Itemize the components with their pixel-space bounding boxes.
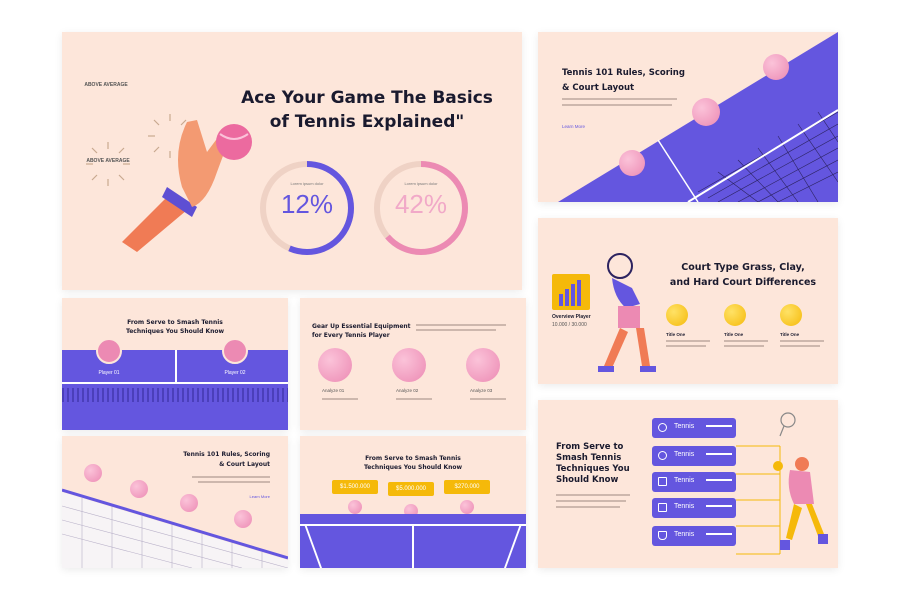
slide-prices[interactable]: From Serve to Smash Tennis Techniques Yo…: [300, 436, 526, 568]
price-tag: $5.000.000: [388, 482, 434, 496]
tennis-ball-icon: [130, 480, 148, 498]
slide-title: Tennis 101 Rules, Scoring & Court Layout: [183, 451, 270, 468]
tab-label: Tennis: [674, 423, 695, 430]
slide-techniques[interactable]: From Serve to Smash Tennis Techniques Yo…: [538, 400, 838, 568]
hand-holding-ball-icon: [122, 120, 252, 252]
tennis-ball-icon: [348, 500, 362, 514]
analyze-label: Analyze 01: [322, 388, 345, 393]
tennis-ball-icon: [392, 348, 426, 382]
avatar: [96, 338, 122, 364]
net-illustration: [62, 488, 288, 568]
player-label: Player 02: [224, 370, 246, 376]
tennis-ball-icon: [724, 304, 746, 326]
gauge-caption: Lorem ipsum dolor: [404, 181, 438, 186]
calendar-icon: [658, 503, 667, 512]
item-title: Title One: [724, 332, 744, 337]
slide-hero[interactable]: ABOVE AVERAGE ABOVE AVERAGE Ace Your Gam…: [62, 32, 522, 290]
badge-label: ABOVE AVERAGE: [84, 82, 128, 88]
tennis-ball-icon: [466, 348, 500, 382]
slide-rules-net[interactable]: Tennis 101 Rules, Scoring & Court Layout…: [62, 436, 288, 568]
slide-title: Gear Up Essential Equipment for Every Te…: [312, 323, 411, 339]
tennis-ball-icon: [318, 348, 352, 382]
overview-label: Overview Player: [552, 314, 591, 320]
tab-item[interactable]: Tennis: [652, 498, 736, 518]
slide-title: Ace Your Game The Basics of Tennis Expla…: [241, 88, 493, 132]
slide-court-type[interactable]: Overview Player 10.000 / 30.000 Court Ty…: [538, 218, 838, 384]
avatar: [222, 338, 248, 364]
badge-sunburst-icon: [86, 142, 130, 186]
price-tag: $270.000: [444, 480, 490, 494]
tennis-ball-icon: [234, 510, 252, 528]
calendar-icon: [658, 477, 667, 486]
player-illustration: [736, 412, 828, 555]
player-label: Player 01: [98, 370, 120, 376]
slide-rules[interactable]: Tennis 101 Rules, Scoring & Court Layout…: [538, 32, 838, 202]
tennis-ball-icon: [619, 150, 645, 176]
analyze-label: Analyze 03: [470, 388, 493, 393]
gauge-fill: [374, 161, 468, 255]
tab-item[interactable]: Tennis: [652, 526, 736, 546]
tab-label: Tennis: [674, 477, 695, 484]
slide-title: From Serve to Smash Tennis Techniques Yo…: [125, 319, 225, 335]
slide-title: Tennis 101 Rules, Scoring & Court Layout: [562, 68, 685, 93]
tennis-ball-icon: [180, 494, 198, 512]
gauge-chart: Lorem ipsum dolor 12%: [258, 159, 356, 257]
tennis-ball-icon: [460, 500, 474, 514]
item-title: Title One: [780, 332, 800, 337]
gauge-chart: Lorem ipsum dolor 42%: [372, 159, 470, 257]
court-illustration: [558, 32, 838, 202]
player-illustration: [598, 253, 656, 372]
price-tag: $1.500.000: [332, 480, 378, 494]
slide-title: From Serve to Smash Tennis Techniques Yo…: [556, 442, 630, 485]
tab-item[interactable]: Tennis: [652, 418, 736, 438]
tennis-ball-icon: [692, 98, 720, 126]
tennis-ball-icon: [666, 304, 688, 326]
tab-label: Tennis: [674, 531, 695, 538]
slide-title: From Serve to Smash Tennis Techniques Yo…: [363, 455, 463, 471]
gauge-caption: Lorem ipsum dolor: [290, 181, 324, 186]
slide-players[interactable]: From Serve to Smash Tennis Techniques Yo…: [62, 298, 288, 430]
slide-gear[interactable]: Gear Up Essential Equipment for Every Te…: [300, 298, 526, 430]
tab-item[interactable]: Tennis: [652, 446, 736, 466]
tab-label: Tennis: [674, 451, 695, 458]
shield-icon: [658, 531, 667, 540]
bar-chart-icon: [552, 274, 590, 310]
learn-more-link[interactable]: Learn More: [249, 494, 270, 499]
gauge-value: 42%: [394, 189, 448, 219]
slide-title: Court Type Grass, Clay, and Hard Court D…: [669, 262, 817, 288]
badge-label: ABOVE AVERAGE: [86, 158, 130, 164]
tennis-ball-icon: [763, 54, 789, 80]
tennis-ball-icon: [84, 464, 102, 482]
analyze-label: Analyze 02: [396, 388, 419, 393]
tab-item[interactable]: Tennis: [652, 472, 736, 492]
learn-more-link[interactable]: Learn More: [562, 124, 586, 129]
gauge-value: 12%: [280, 189, 334, 219]
tennis-ball-icon: [780, 304, 802, 326]
overview-value: 10.000 / 30.000: [552, 322, 587, 328]
gauge-fill: [260, 161, 354, 255]
item-title: Title One: [666, 332, 686, 337]
tab-label: Tennis: [674, 503, 695, 510]
clock-icon: [658, 451, 667, 460]
clock-icon: [658, 423, 667, 432]
